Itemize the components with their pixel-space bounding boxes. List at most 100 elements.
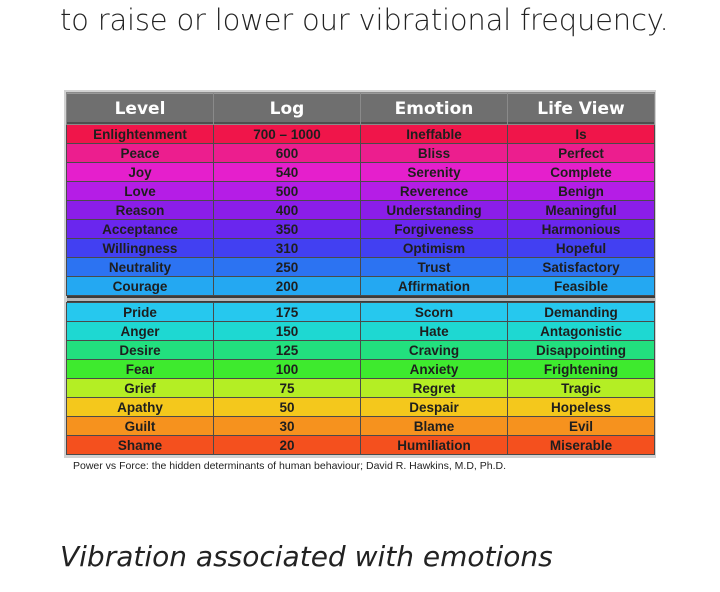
cell-level: Joy: [66, 162, 214, 182]
divider-cell: [66, 295, 655, 303]
cell-life-view: Benign: [507, 181, 655, 201]
cell-emotion: Humiliation: [360, 435, 508, 455]
table-row: Enlightenment 700 – 1000 Ineffable Is: [66, 124, 655, 144]
cell-emotion: Hate: [360, 321, 508, 341]
section-divider: [66, 295, 655, 303]
cell-emotion: Ineffable: [360, 124, 508, 144]
cell-life-view: Hopeful: [507, 238, 655, 258]
table-row: Desire 125 Craving Disappointing: [66, 340, 655, 360]
divider-row: [66, 295, 655, 303]
cell-emotion: Affirmation: [360, 276, 508, 296]
cell-life-view: Frightening: [507, 359, 655, 379]
cell-log: 310: [213, 238, 361, 258]
cell-emotion: Understanding: [360, 200, 508, 220]
cell-life-view: Miserable: [507, 435, 655, 455]
table-row: Reason 400 Understanding Meaningful: [66, 200, 655, 220]
cell-life-view: Complete: [507, 162, 655, 182]
cell-life-view: Is: [507, 124, 655, 144]
table-row: Joy 540 Serenity Complete: [66, 162, 655, 182]
cell-log: 20: [213, 435, 361, 455]
cell-emotion: Anxiety: [360, 359, 508, 379]
cell-log: 50: [213, 397, 361, 417]
cell-emotion: Bliss: [360, 143, 508, 163]
figure-caption: Vibration associated with emotions: [60, 540, 553, 573]
cell-log: 100: [213, 359, 361, 379]
cell-life-view: Demanding: [507, 302, 655, 322]
header-life-view: Life View: [507, 92, 655, 125]
cell-emotion: Scorn: [360, 302, 508, 322]
cell-emotion: Craving: [360, 340, 508, 360]
cell-level: Neutrality: [66, 257, 214, 277]
table-row: Peace 600 Bliss Perfect: [66, 143, 655, 163]
table-row: Anger 150 Hate Antagonistic: [66, 321, 655, 341]
cell-level: Peace: [66, 143, 214, 163]
cell-emotion: Regret: [360, 378, 508, 398]
table-row: Grief 75 Regret Tragic: [66, 378, 655, 398]
table-row: Shame 20 Humiliation Miserable: [66, 435, 655, 455]
cell-life-view: Feasible: [507, 276, 655, 296]
table-row: Acceptance 350 Forgiveness Harmonious: [66, 219, 655, 239]
cell-log: 150: [213, 321, 361, 341]
negative-levels: Pride 175 Scorn Demanding Anger 150 Hate Antago…: [66, 302, 655, 455]
cell-life-view: Tragic: [507, 378, 655, 398]
emotion-scale-table: Level Log Emotion Life View Enlightenmen…: [66, 92, 655, 455]
table-row: Pride 175 Scorn Demanding: [66, 302, 655, 322]
table-row: Love 500 Reverence Benign: [66, 181, 655, 201]
cell-emotion: Forgiveness: [360, 219, 508, 239]
cell-life-view: Disappointing: [507, 340, 655, 360]
cell-level: Guilt: [66, 416, 214, 436]
cell-level: Pride: [66, 302, 214, 322]
cell-life-view: Evil: [507, 416, 655, 436]
cell-level: Enlightenment: [66, 124, 214, 144]
cell-log: 250: [213, 257, 361, 277]
cell-log: 540: [213, 162, 361, 182]
cell-level: Acceptance: [66, 219, 214, 239]
cell-log: 400: [213, 200, 361, 220]
cell-log: 200: [213, 276, 361, 296]
cell-level: Anger: [66, 321, 214, 341]
cell-level: Desire: [66, 340, 214, 360]
cell-level: Apathy: [66, 397, 214, 417]
cell-level: Love: [66, 181, 214, 201]
table-header: Level Log Emotion Life View: [66, 92, 655, 125]
cell-emotion: Despair: [360, 397, 508, 417]
cell-log: 350: [213, 219, 361, 239]
cell-log: 600: [213, 143, 361, 163]
table-row: Neutrality 250 Trust Satisfactory: [66, 257, 655, 277]
header-log: Log: [213, 92, 361, 125]
cell-emotion: Reverence: [360, 181, 508, 201]
table-row: Apathy 50 Despair Hopeless: [66, 397, 655, 417]
cell-life-view: Perfect: [507, 143, 655, 163]
header-row: Level Log Emotion Life View: [66, 92, 655, 125]
cell-life-view: Antagonistic: [507, 321, 655, 341]
cell-log: 175: [213, 302, 361, 322]
cell-emotion: Blame: [360, 416, 508, 436]
source-note: Power vs Force: the hidden determinants …: [73, 460, 507, 472]
cell-level: Grief: [66, 378, 214, 398]
header-level: Level: [66, 92, 214, 125]
cell-emotion: Trust: [360, 257, 508, 277]
cell-log: 125: [213, 340, 361, 360]
cell-level: Reason: [66, 200, 214, 220]
table-row: Willingness 310 Optimism Hopeful: [66, 238, 655, 258]
cell-level: Shame: [66, 435, 214, 455]
table-row: Guilt 30 Blame Evil: [66, 416, 655, 436]
cell-life-view: Satisfactory: [507, 257, 655, 277]
cell-log: 700 – 1000: [213, 124, 361, 144]
cell-log: 30: [213, 416, 361, 436]
header-emotion: Emotion: [360, 92, 508, 125]
cell-emotion: Optimism: [360, 238, 508, 258]
cell-log: 500: [213, 181, 361, 201]
cell-emotion: Serenity: [360, 162, 508, 182]
cell-life-view: Hopeless: [507, 397, 655, 417]
cell-life-view: Harmonious: [507, 219, 655, 239]
cell-level: Fear: [66, 359, 214, 379]
table-row: Fear 100 Anxiety Frightening: [66, 359, 655, 379]
intro-text: to raise or lower our vibrational freque…: [60, 3, 669, 37]
table-row: Courage 200 Affirmation Feasible: [66, 276, 655, 296]
cell-life-view: Meaningful: [507, 200, 655, 220]
positive-levels: Enlightenment 700 – 1000 Ineffable Is Peace 6…: [66, 124, 655, 296]
cell-level: Willingness: [66, 238, 214, 258]
cell-log: 75: [213, 378, 361, 398]
cell-level: Courage: [66, 276, 214, 296]
